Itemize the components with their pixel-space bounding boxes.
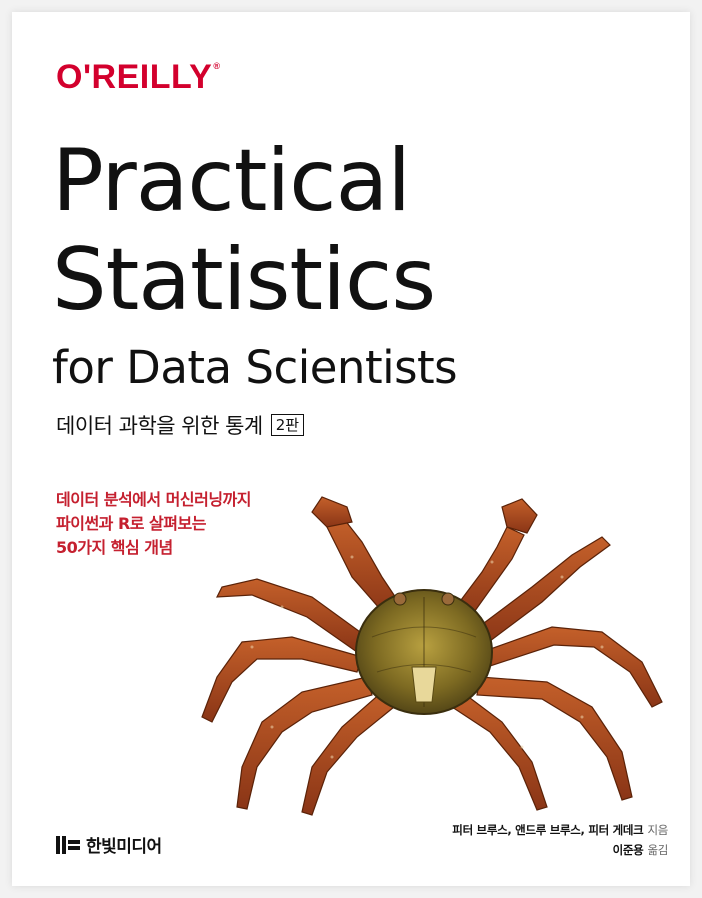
book-cover: O'REILLY® Practical Statistics for Data … (12, 12, 690, 886)
publisher-name: O'REILLY (56, 58, 213, 96)
title-line-2: Statistics (52, 230, 436, 330)
tagline: 데이터 분석에서 머신러닝까지 파이썬과 R로 살펴보는 50가지 핵심 개념 (56, 488, 252, 560)
translator-role: 옮김 (647, 843, 668, 857)
credits: 피터 브루스, 앤드루 브루스, 피터 게데크 지음 이준용 옮김 (452, 820, 668, 860)
crab-illustration (201, 496, 663, 816)
authors-line: 피터 브루스, 앤드루 브루스, 피터 게데크 지음 (452, 820, 668, 840)
imprint-logo: 한빛미디어 (56, 832, 162, 857)
title-line-3: for Data Scientists (52, 341, 458, 394)
tagline-line-1: 데이터 분석에서 머신러닝까지 (56, 490, 252, 509)
translator: 이준용 (612, 843, 644, 857)
edition-badge: 2판 (270, 414, 305, 436)
korean-subtitle-row: 데이터 과학을 위한 통계 2판 (56, 410, 305, 440)
imprint-name: 한빛미디어 (86, 837, 162, 857)
registered-mark: ® (213, 61, 221, 71)
publisher-logo: O'REILLY® (56, 60, 220, 94)
authors: 피터 브루스, 앤드루 브루스, 피터 게데크 (452, 823, 644, 837)
korean-subtitle: 데이터 과학을 위한 통계 (56, 414, 263, 438)
authors-role: 지음 (647, 823, 668, 837)
imprint-mark-icon (56, 835, 80, 854)
tagline-line-3: 50가지 핵심 개념 (56, 538, 173, 557)
tagline-line-2: 파이썬과 R로 살펴보는 (56, 514, 206, 533)
translator-line: 이준용 옮김 (452, 840, 669, 860)
title-line-1: Practical (52, 131, 411, 231)
